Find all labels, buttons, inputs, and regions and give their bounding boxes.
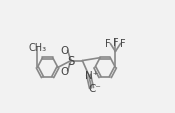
Text: O: O	[60, 46, 68, 56]
Text: CH₃: CH₃	[28, 43, 46, 53]
Text: F: F	[120, 39, 126, 49]
Text: S: S	[67, 55, 75, 67]
Text: C⁻: C⁻	[88, 83, 101, 93]
Text: N⁺: N⁺	[85, 70, 98, 80]
Text: F: F	[105, 39, 111, 49]
Text: O: O	[60, 66, 68, 76]
Text: F: F	[113, 37, 118, 47]
